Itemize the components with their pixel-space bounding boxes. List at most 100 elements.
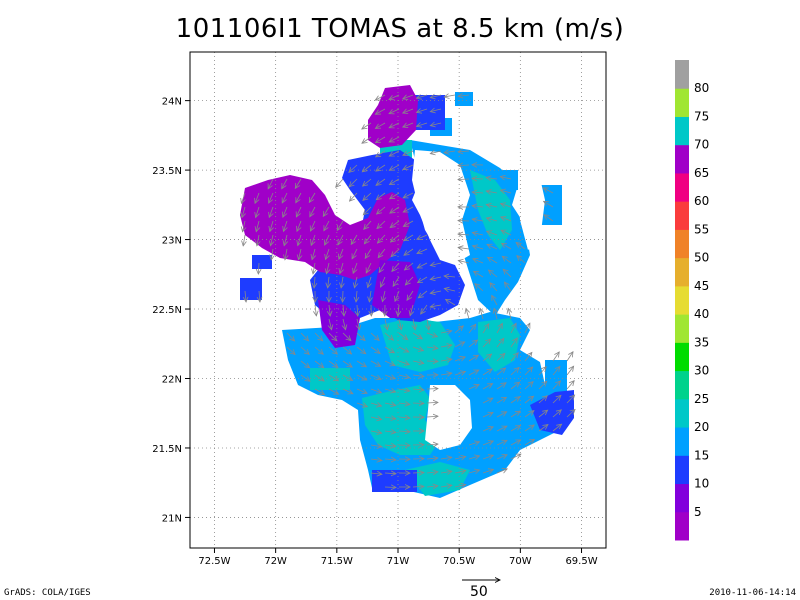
lon-tick-label: 72W	[264, 556, 287, 567]
wind-vector	[398, 403, 410, 404]
wind-vector	[384, 360, 395, 366]
wind-vector	[350, 192, 358, 201]
wind-vector	[255, 192, 259, 203]
wind-vector	[379, 262, 386, 272]
wind-vector	[384, 473, 396, 474]
colorbar-label: 50	[694, 251, 709, 265]
wind-vector	[544, 201, 554, 208]
lat-tick-label: 23N	[162, 236, 182, 247]
wind-vector	[496, 412, 507, 418]
wind-vector	[342, 290, 343, 302]
colorbar-swatch	[675, 60, 689, 89]
wind-vector	[296, 192, 302, 203]
wind-vector	[426, 333, 437, 337]
colorbar-label: 55	[694, 222, 709, 236]
wind-vector	[363, 206, 372, 215]
wind-vector	[496, 383, 506, 390]
wind-vector	[468, 470, 480, 473]
wind-vector	[468, 456, 480, 459]
wind-vector	[502, 256, 512, 264]
wind-vector	[430, 151, 442, 154]
wind-vector	[492, 295, 498, 306]
lon-tick-label: 72.5W	[198, 556, 230, 567]
wind-vector	[314, 332, 323, 341]
credit-text: GrADS: COLA/IGES	[4, 588, 91, 598]
wind-vector	[552, 424, 562, 432]
colorbar-label: 80	[694, 81, 709, 95]
wind-vector	[496, 397, 506, 404]
wind-vector	[482, 324, 489, 334]
wind-vector	[430, 277, 442, 279]
wind-vector	[496, 469, 507, 474]
wind-vector	[510, 323, 516, 334]
wind-vector	[329, 318, 332, 330]
wind-vector	[421, 304, 428, 314]
wind-vector	[486, 218, 498, 221]
wind-vector	[336, 178, 344, 187]
wind-vector	[384, 487, 396, 488]
wind-vector	[328, 346, 337, 354]
wind-vector	[417, 248, 428, 254]
wind-vector	[480, 308, 483, 320]
wind-vector	[296, 206, 302, 217]
map-axes: 72.5W 72W 71.5W 71W 70.5W 70W 69.5W 24N 23.5N 23N…	[152, 97, 597, 567]
wind-vector	[353, 262, 357, 273]
wind-vector	[342, 332, 351, 341]
wind-vector	[454, 457, 466, 459]
wind-vector	[474, 271, 484, 278]
wind-speed-field	[240, 85, 574, 498]
colorbar-label: 45	[694, 279, 709, 293]
wind-vector	[310, 220, 316, 231]
wind-vector	[297, 220, 301, 231]
wind-vector	[468, 370, 479, 376]
wind-vector	[366, 262, 372, 273]
colorbar-swatch	[675, 314, 689, 343]
speed-colorbar: 5 10 15 20 25 30 35 40 45 50 55 60 65 70 75 80	[675, 60, 709, 541]
wind-vector	[458, 165, 470, 166]
wind-vector	[349, 178, 358, 187]
wind-vector	[257, 234, 259, 246]
colorbar-swatch	[675, 370, 689, 400]
wind-vector	[398, 389, 410, 391]
lon-tick-label: 70.5W	[443, 556, 475, 567]
wind-vector	[458, 95, 470, 96]
lat-tick-label: 24N	[162, 97, 182, 108]
wind-vector	[368, 276, 371, 287]
wind-vector	[482, 369, 492, 376]
wind-vector	[490, 283, 498, 292]
wind-vector	[403, 206, 414, 212]
lat-tick-label: 23.5N	[152, 166, 182, 177]
lat-tick-label: 22.5N	[152, 305, 182, 316]
wind-vector	[243, 234, 245, 246]
wind-vectors	[241, 95, 575, 488]
colorbar-label: 5	[694, 505, 702, 519]
wind-vector	[482, 339, 491, 348]
wind-vector	[376, 136, 386, 143]
wind-vector	[300, 346, 309, 354]
wind-vector	[510, 411, 520, 418]
wind-vector	[486, 205, 498, 207]
colorbar-swatch	[675, 427, 689, 456]
wind-vector	[258, 262, 259, 274]
speed-region-20-ne4	[500, 170, 518, 190]
wind-vector	[426, 444, 438, 445]
wind-vector	[311, 234, 315, 245]
wind-vector	[430, 305, 442, 307]
wind-vector	[365, 248, 372, 258]
wind-vector	[384, 417, 396, 419]
wind-vector	[376, 192, 386, 200]
wind-vector	[314, 388, 325, 395]
lon-tick-label: 70W	[509, 556, 532, 567]
wind-vector	[486, 177, 498, 179]
colorbar-swatch	[675, 511, 689, 541]
wind-vector	[314, 346, 323, 354]
eye-region	[412, 150, 470, 262]
wind-vector	[403, 164, 414, 169]
wind-vector	[444, 288, 456, 291]
wind-vector	[362, 164, 372, 172]
colorbar-swatch	[675, 229, 689, 259]
wind-vector	[417, 234, 428, 239]
wind-vector	[440, 457, 452, 459]
wind-vector	[496, 323, 502, 334]
wind-vector	[510, 382, 520, 390]
